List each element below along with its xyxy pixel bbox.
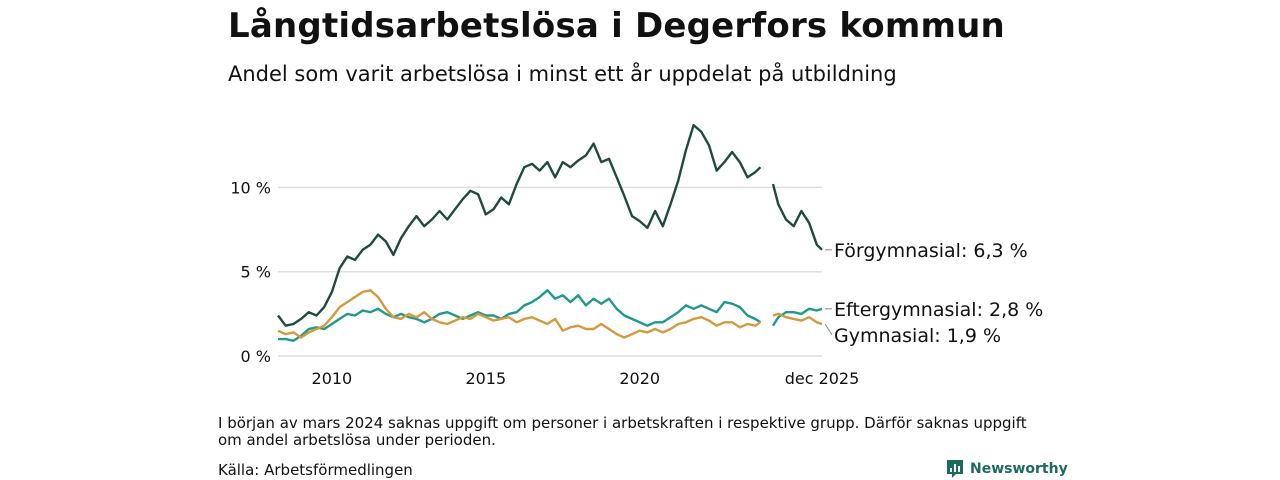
chart-subtitle: Andel som varit arbetslösa i minst ett å… <box>228 62 897 86</box>
chart-title: Långtidsarbetslösa i Degerfors kommun <box>228 6 1005 46</box>
series-line-gymnasial-after-gap <box>772 312 823 326</box>
y-tick-label: 0 % <box>241 347 271 366</box>
series-line-gymnasial <box>277 289 762 339</box>
y-tick-label: 5 % <box>241 263 271 282</box>
brand-name: Newsworthy <box>970 461 1068 477</box>
gridlines <box>278 186 822 357</box>
series-line-förgymnasial <box>277 123 762 327</box>
end-label-eftergymnasial: Eftergymnasial: 2,8 % <box>834 299 1043 321</box>
y-tick-label: 10 % <box>230 178 271 197</box>
series-line-eftergymnasial-after-gap <box>771 307 823 327</box>
series-lines <box>277 123 823 342</box>
line-chart: 0 % 5 % 10 % 2010 2015 2020 dec 2025 Förgymnasi… <box>230 123 1043 388</box>
end-label-förgymnasial: Förgymnasial: 6,3 % <box>834 240 1028 262</box>
label-leader-line <box>824 323 833 336</box>
labels: 0 % 5 % 10 % 2010 2015 2020 dec 2025 Förgymnasi… <box>230 178 1043 388</box>
x-tick-label: 2015 <box>465 369 506 388</box>
x-tick-label: 2020 <box>619 369 660 388</box>
footnote: I början av mars 2024 saknas uppgift om … <box>218 414 1027 449</box>
series-line-förgymnasial-after-gap <box>771 183 823 251</box>
end-label-gymnasial: Gymnasial: 1,9 % <box>834 325 1001 347</box>
newsworthy-logo: Newsworthy <box>946 459 1068 479</box>
source-text: Källa: Arbetsförmedlingen <box>218 461 413 479</box>
x-tick-label: dec 2025 <box>785 369 860 388</box>
series-line-eftergymnasial <box>278 289 762 342</box>
bar-chart-icon <box>947 460 963 478</box>
x-tick-label: 2010 <box>312 369 353 388</box>
